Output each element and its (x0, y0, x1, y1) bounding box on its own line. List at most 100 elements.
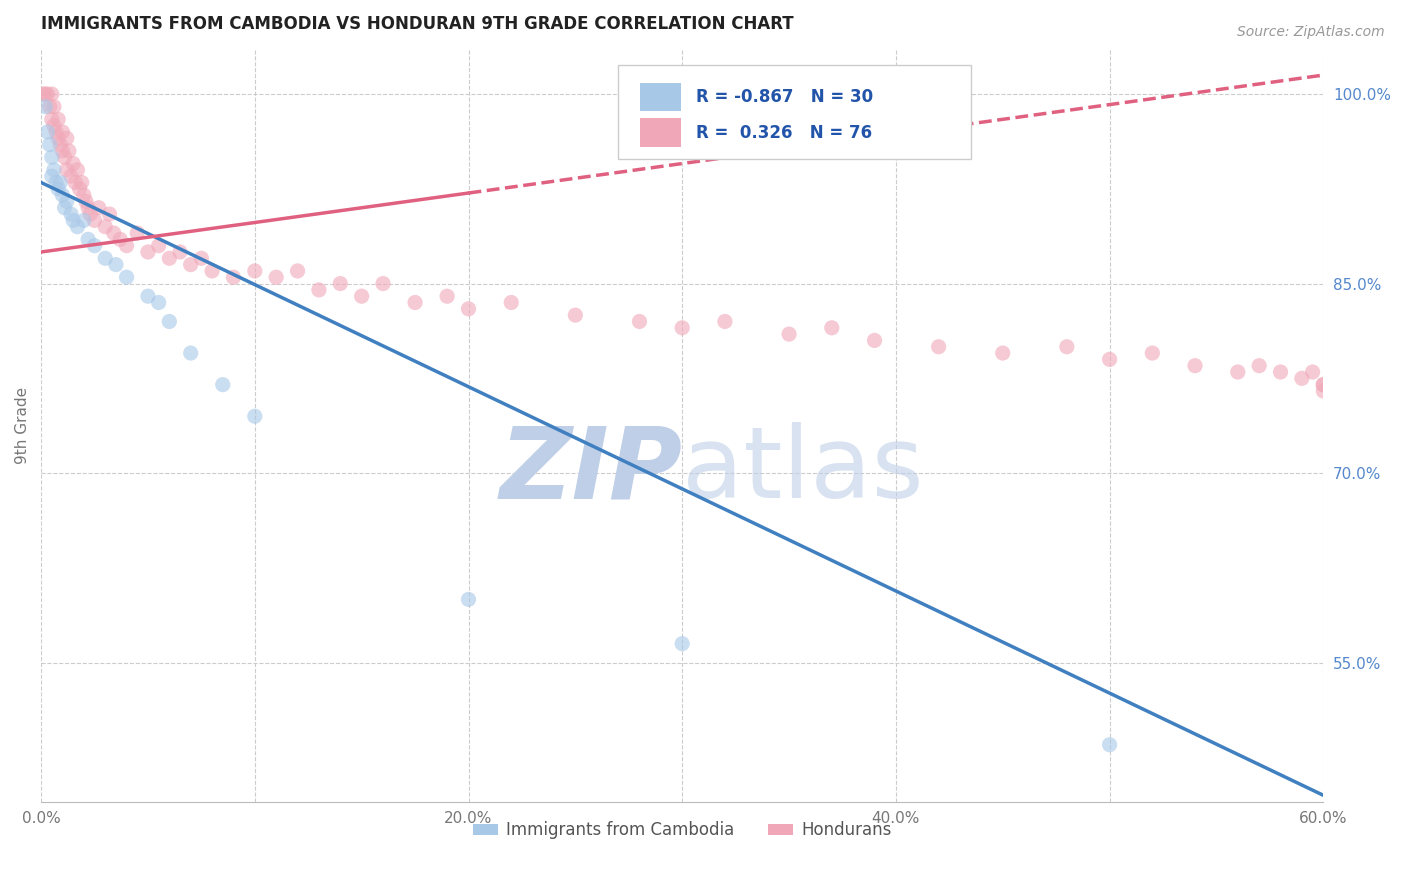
Point (371, 277, 394, 291)
Point (1270, 365, 1292, 379)
Text: ZIP: ZIP (499, 422, 682, 519)
Point (778, 327, 800, 342)
Point (60, 207, 83, 221)
Point (457, 592, 479, 607)
Text: R = -0.867   N = 30: R = -0.867 N = 30 (696, 88, 873, 106)
Point (287, 264, 309, 278)
Point (1312, 384, 1334, 398)
Point (103, 226, 125, 240)
Point (1291, 371, 1313, 385)
Point (73, 213, 96, 227)
Text: IMMIGRANTS FROM CAMBODIA VS HONDURAN 9TH GRADE CORRELATION CHART: IMMIGRANTS FROM CAMBODIA VS HONDURAN 9TH… (41, 15, 794, 33)
Point (46, 131, 69, 145)
Point (32, 87, 55, 101)
Point (115, 238, 138, 252)
Point (41, 87, 63, 101)
Point (83, 213, 105, 227)
Y-axis label: 9th Grade: 9th Grade (15, 387, 30, 464)
Point (42, 100, 65, 114)
Point (70, 176, 93, 190)
Point (457, 301, 479, 316)
Point (46, 182, 69, 196)
Point (1249, 359, 1271, 373)
Point (1098, 352, 1121, 367)
Point (77, 201, 100, 215)
Point (98, 207, 121, 221)
Point (69, 182, 91, 196)
Point (404, 295, 426, 310)
Point (714, 314, 737, 328)
Point (1056, 340, 1078, 354)
Point (1312, 377, 1334, 392)
Point (45, 176, 67, 190)
Point (66, 162, 89, 177)
FancyBboxPatch shape (640, 83, 681, 112)
Point (42, 119, 65, 133)
Point (38, 100, 60, 114)
Point (94, 252, 117, 266)
Point (127, 226, 149, 240)
Point (46, 112, 69, 127)
Point (51, 144, 73, 158)
Point (1312, 377, 1334, 392)
Point (83, 238, 105, 252)
Point (308, 283, 330, 297)
Point (1098, 738, 1121, 752)
Point (37, 87, 59, 101)
Point (77, 232, 100, 246)
Point (329, 277, 352, 291)
Point (53, 150, 76, 164)
Point (157, 314, 180, 328)
Point (136, 244, 159, 259)
Point (104, 258, 127, 272)
Point (1302, 365, 1324, 379)
Point (201, 264, 224, 278)
Legend: Immigrants from Cambodia, Hondurans: Immigrants from Cambodia, Hondurans (467, 814, 898, 846)
FancyBboxPatch shape (640, 119, 681, 147)
Point (37, 125, 59, 139)
Point (350, 289, 373, 303)
Point (87, 201, 110, 215)
Point (41, 150, 63, 164)
Text: Source: ZipAtlas.com: Source: ZipAtlas.com (1237, 25, 1385, 39)
Point (501, 295, 523, 310)
Point (1142, 346, 1164, 360)
Point (148, 295, 170, 310)
Point (243, 264, 266, 278)
FancyBboxPatch shape (619, 65, 970, 159)
Point (222, 270, 245, 285)
Point (1226, 365, 1249, 379)
Point (108, 232, 131, 246)
Point (55, 194, 77, 209)
Point (38, 137, 60, 152)
Point (41, 112, 63, 127)
Point (115, 270, 138, 285)
Point (34, 100, 56, 114)
Point (45, 125, 67, 139)
Point (169, 244, 191, 259)
Text: R =  0.326   N = 76: R = 0.326 N = 76 (696, 123, 873, 142)
Point (264, 270, 287, 285)
Point (51, 188, 73, 202)
Point (821, 320, 844, 334)
Point (1184, 359, 1206, 373)
Point (157, 252, 180, 266)
Point (671, 637, 693, 651)
Point (34, 87, 56, 101)
Point (55, 131, 77, 145)
Point (55, 162, 77, 177)
Text: atlas: atlas (682, 422, 924, 519)
Point (65, 176, 87, 190)
Point (62, 156, 84, 170)
Point (190, 252, 212, 266)
Point (863, 334, 886, 348)
Point (49, 176, 72, 190)
Point (51, 125, 73, 139)
Point (53, 201, 76, 215)
Point (75, 194, 97, 209)
Point (180, 258, 202, 272)
Point (436, 289, 458, 303)
Point (66, 219, 89, 234)
Point (211, 377, 233, 392)
Point (928, 340, 950, 354)
